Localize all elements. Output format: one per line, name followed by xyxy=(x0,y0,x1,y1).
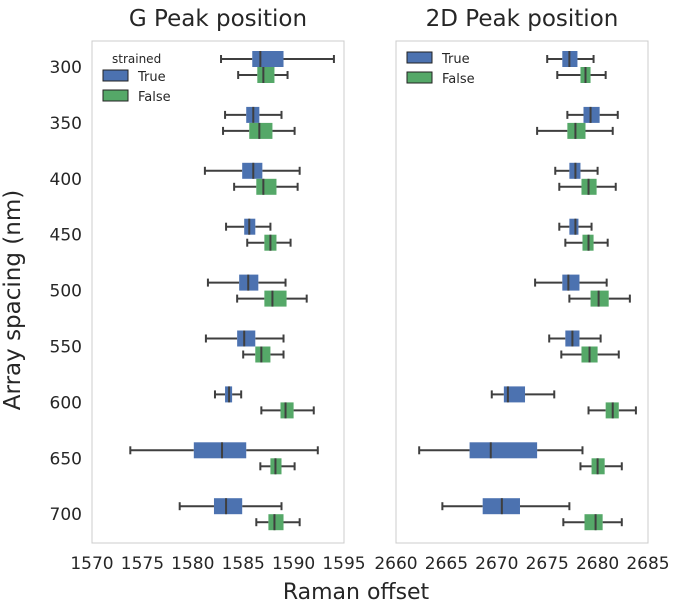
x-tick-label: 2665 xyxy=(425,554,468,574)
box-true-300 xyxy=(220,51,335,67)
x-tick-label: 2680 xyxy=(576,554,619,574)
box-true-550 xyxy=(548,330,602,347)
box-false-700 xyxy=(562,514,623,531)
x-tick-label: 1570 xyxy=(70,554,113,574)
box-false-500 xyxy=(568,290,631,307)
box-false-550 xyxy=(560,346,620,363)
box-false-600 xyxy=(587,402,637,419)
box-false-600 xyxy=(260,402,315,419)
box-true-650 xyxy=(418,442,584,459)
box-body xyxy=(257,67,275,83)
box-false-650 xyxy=(579,458,623,475)
legend-label: False xyxy=(442,72,475,87)
box-true-600 xyxy=(490,386,556,403)
chart-panel-2: 2D Peak position 2660 2665 2670 2675 2680 2685… xyxy=(374,6,669,574)
box-false-350 xyxy=(536,122,614,139)
box-body xyxy=(590,290,609,307)
box-true-650 xyxy=(129,442,319,459)
box-false-450 xyxy=(564,234,609,251)
x-tick-label: 1585 xyxy=(222,554,265,574)
box-body xyxy=(213,498,243,515)
chart-panel-1: G Peak position 1570 1575 1580 1585 1590 1595 3… xyxy=(50,6,366,574)
box-body xyxy=(562,274,580,291)
box-true-450 xyxy=(225,218,272,235)
box-body xyxy=(469,442,538,459)
box-true-300 xyxy=(546,51,595,67)
legend-label: True xyxy=(137,70,166,85)
box-body xyxy=(569,218,579,235)
x-tick-label: 2685 xyxy=(626,554,669,574)
box-body xyxy=(255,346,271,363)
box-body xyxy=(242,162,263,179)
box-true-400 xyxy=(203,162,301,179)
box-false-400 xyxy=(558,178,617,195)
box-true-350 xyxy=(224,106,283,123)
box-false-550 xyxy=(242,346,285,363)
x-tick-label: 2670 xyxy=(475,554,518,574)
plot-frame xyxy=(395,40,649,544)
legend-title: strained xyxy=(112,52,161,66)
box-false-300 xyxy=(556,67,607,83)
y-tick-label: 550 xyxy=(50,338,82,358)
box-false-350 xyxy=(222,122,296,139)
box-body xyxy=(193,442,247,459)
box-true-500 xyxy=(534,274,608,291)
box-body xyxy=(249,122,273,139)
legend-swatch xyxy=(406,71,433,84)
plot-frame xyxy=(91,40,345,544)
legend-label: True xyxy=(441,52,470,67)
box-true-350 xyxy=(566,106,619,123)
y-tick-label: 300 xyxy=(50,58,82,78)
box-body xyxy=(268,514,284,531)
box-body xyxy=(583,106,600,123)
box-true-500 xyxy=(206,274,287,291)
box-body xyxy=(256,178,277,195)
x-tick-label: 1595 xyxy=(322,554,365,574)
legend: True False xyxy=(406,51,475,87)
box-body xyxy=(584,514,603,531)
box-true-450 xyxy=(558,218,593,235)
y-tick-label: 400 xyxy=(50,170,82,190)
x-tick-label: 1590 xyxy=(272,554,315,574)
box-true-600 xyxy=(213,386,243,403)
legend-swatch xyxy=(102,69,129,82)
box-true-400 xyxy=(554,162,599,179)
box-body xyxy=(252,51,284,67)
x-tick-label: 1580 xyxy=(171,554,214,574)
box-true-550 xyxy=(204,330,285,347)
box-false-500 xyxy=(236,290,308,307)
chart-title: 2D Peak position xyxy=(426,6,619,32)
figure-xlabel: Raman offset xyxy=(283,580,430,605)
y-tick-label: 450 xyxy=(50,226,82,246)
legend-swatch xyxy=(102,89,129,102)
box-body xyxy=(237,330,256,347)
x-tick-label: 2660 xyxy=(374,554,417,574)
x-tick-label: 1575 xyxy=(121,554,164,574)
box-body xyxy=(280,402,294,419)
legend-label: False xyxy=(138,90,171,105)
box-false-700 xyxy=(255,514,301,531)
box-body xyxy=(264,290,287,307)
y-tick-label: 700 xyxy=(50,505,82,525)
legend-swatch xyxy=(406,51,433,64)
box-body xyxy=(567,122,586,139)
y-tick-label: 350 xyxy=(50,114,82,134)
y-tick-label: 600 xyxy=(50,393,82,413)
box-false-450 xyxy=(246,234,292,251)
y-tick-label: 650 xyxy=(50,449,82,469)
y-tick-label: 500 xyxy=(50,282,82,302)
box-false-300 xyxy=(237,67,289,83)
figure-ylabel: Array spacing (nm) xyxy=(0,190,26,410)
x-tick-label: 2675 xyxy=(526,554,569,574)
legend: strained True False xyxy=(102,52,171,105)
box-body xyxy=(503,386,526,403)
box-true-700 xyxy=(441,498,571,515)
chart-title: G Peak position xyxy=(129,6,307,32)
box-true-700 xyxy=(178,498,283,515)
box-false-650 xyxy=(259,458,296,475)
box-false-400 xyxy=(233,178,299,195)
